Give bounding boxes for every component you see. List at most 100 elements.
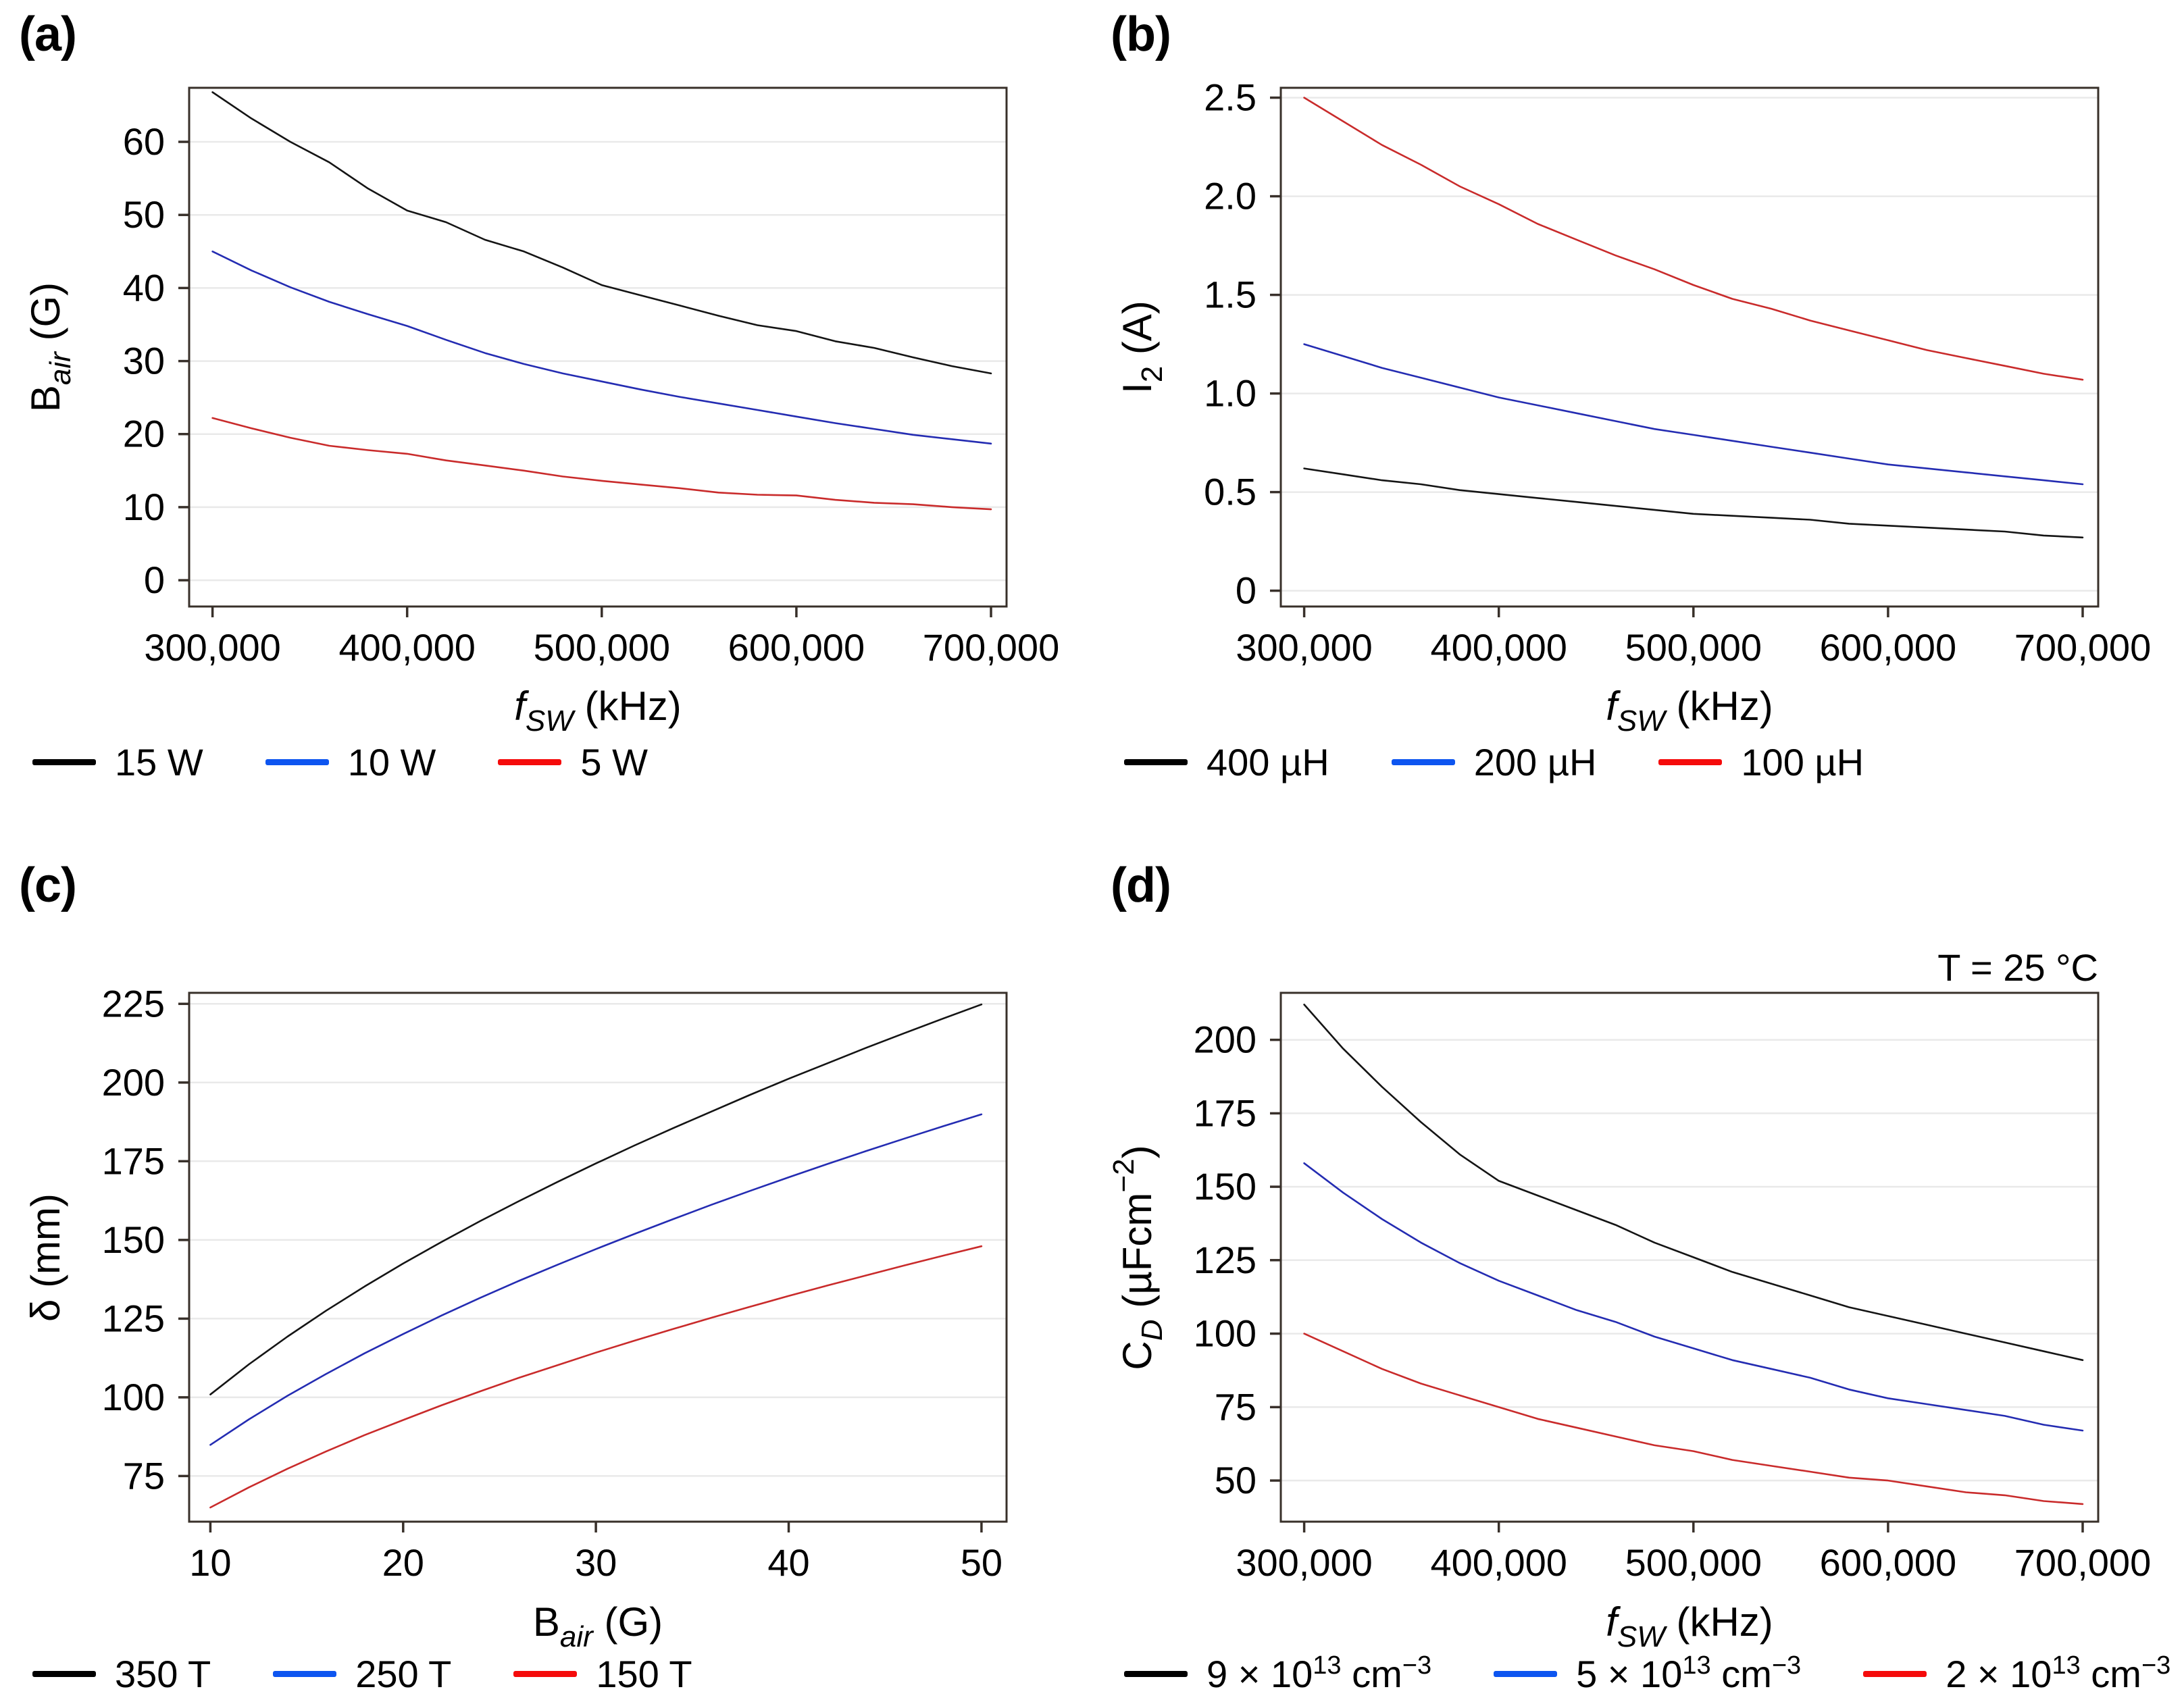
legend-label: 250 T [355,1652,451,1696]
label-text: f [514,684,529,729]
plot-frame [1279,86,2100,608]
legend-item: 350 T [32,1652,211,1696]
x-tick-label: 40 [767,1541,809,1584]
label-text: (G) [23,282,68,352]
gridlines [189,1003,1007,1477]
legend-label: 2 × 1013 cm−3 [1946,1651,2171,1696]
y-tick-label: 150 [102,1218,165,1261]
legend-label: 350 T [115,1652,211,1696]
legend-text: 15 W [115,741,203,783]
y-tick-label: 1.0 [1204,372,1256,415]
y-tick-label: 0 [1236,569,1256,612]
legend-text: 5 × 10 [1576,1653,1683,1695]
legend-swatch [1863,1671,1927,1677]
legend-item: 2 × 1013 cm−3 [1863,1651,2171,1696]
x-axis: 300,000 400,000 500,000 600,000 700,000 [1236,607,2151,669]
legend-text: cm [1341,1653,1402,1695]
series-group [1303,97,2084,539]
series-line [211,417,992,511]
x-tick-label: 400,000 [1430,1541,1567,1584]
panel-b: 300,000 400,000 500,000 600,000 700,000 0 0.5 1… [1092,0,2184,851]
legend-text: 2 × 10 [1946,1653,2052,1695]
y-tick-label: 100 [102,1376,165,1418]
y-axis: 75 100 125 150 175 200 225 [102,982,189,1497]
legend-item: 10 W [265,740,436,784]
legend-label: 150 T [596,1652,692,1696]
y-axis-label: CD (µFcm−2) [1107,1145,1169,1370]
x-tick-label: 600,000 [1820,626,1956,669]
legend-swatch [32,759,96,765]
legend-item: 150 T [513,1652,692,1696]
label-text: I [1115,382,1160,394]
x-tick-label: 400,000 [1430,626,1567,669]
x-tick-label: 700,000 [923,626,1059,669]
legend-text: cm [1710,1653,1772,1695]
legend-superscript: −3 [1771,1651,1802,1680]
x-axis-label: fSW (kHz) [1606,1599,1773,1653]
label-text: δ (mm) [23,1193,68,1322]
legend-b: 400 µH 200 µH 100 µH [1092,740,2184,784]
label-subscript: D [1136,1319,1169,1341]
label-subscript: 2 [1136,366,1169,382]
series-group [1303,1004,2084,1505]
legend-superscript: 13 [1682,1651,1711,1680]
legend-text: 5 W [580,741,648,783]
legend-text: 100 µH [1741,741,1864,783]
legend-item: 400 µH [1124,740,1329,784]
legend-label: 200 µH [1474,740,1597,784]
legend-d: 9 × 1013 cm−3 5 × 1013 cm−3 2 × 1013 cm−3 [1092,1651,2184,1696]
legend-label: 5 × 1013 cm−3 [1576,1651,1802,1696]
legend-superscript: −3 [1402,1651,1432,1680]
label-text: (kHz) [1665,1599,1773,1645]
legend-item: 5 × 1013 cm−3 [1494,1651,1802,1696]
series-line [209,1003,983,1396]
label-text: (A) [1115,301,1160,366]
legend-superscript: −3 [2141,1651,2171,1680]
panel-letter-d: (d) [1111,858,1171,912]
annotation-temperature: T = 25 °C [1937,946,2098,989]
legend-a: 15 W 10 W 5 W [0,740,1092,784]
y-axis: 0 0.5 1.0 1.5 2.0 2.5 [1204,76,1281,612]
x-tick-label: 700,000 [2014,626,2151,669]
panel-letter-b: (b) [1111,7,1171,61]
series-line [1303,467,2084,539]
x-tick-label: 500,000 [1625,626,1762,669]
panel-d: 300,000 400,000 500,000 600,000 700,000 50 75 1… [1092,851,2184,1702]
legend-superscript: 13 [1313,1651,1342,1680]
series-line [211,91,992,375]
label-text: (kHz) [574,684,682,729]
series-line [1303,1162,2084,1432]
y-tick-label: 200 [1194,1018,1256,1061]
y-axis-label: Bair (G) [23,282,77,412]
panel-c: 10 20 30 40 50 75 100 125 150 175 200 225 Bair (G) δ … [0,851,1092,1702]
y-tick-label: 1.5 [1204,274,1256,316]
label-text: C [1115,1341,1160,1370]
y-tick-label: 2.5 [1204,76,1256,119]
y-axis: 50 75 100 125 150 175 200 [1194,1018,1281,1501]
series-line [209,1245,983,1509]
series-group [209,1003,983,1509]
series-group [211,91,992,511]
panel-a: 300,000 400,000 500,000 600,000 700,000 0 10 20… [0,0,1092,851]
label-text: B [23,385,68,412]
legend-swatch [513,1671,578,1677]
x-tick-label: 20 [382,1541,424,1584]
legend-swatch [1124,759,1188,765]
y-tick-label: 0.5 [1204,471,1256,513]
plot-frame [188,991,1008,1523]
chart-b: 300,000 400,000 500,000 600,000 700,000 0 0.5 1… [1115,76,2151,738]
y-tick-label: 100 [1194,1312,1256,1355]
y-axis-label: I2 (A) [1115,301,1169,394]
legend-text: 400 µH [1207,741,1329,783]
x-axis-label: fSW (kHz) [1606,684,1773,738]
legend-item: 250 T [273,1652,451,1696]
y-axis: 0 10 20 30 40 50 60 [123,120,189,601]
x-tick-label: 30 [575,1541,617,1584]
label-subscript: SW [526,704,576,738]
legend-label: 100 µH [1741,740,1864,784]
legend-superscript: 13 [2052,1651,2081,1680]
y-tick-label: 60 [123,120,165,163]
y-tick-label: 50 [123,193,165,236]
gridlines [189,140,1007,582]
